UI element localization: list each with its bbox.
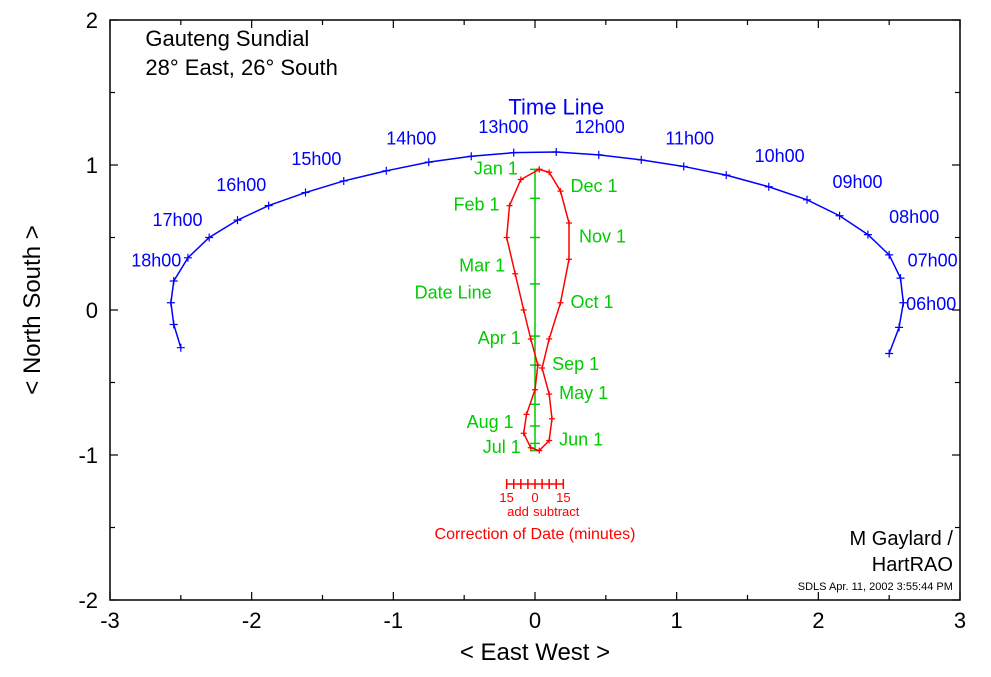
x-tick-label: 1 [671,608,683,633]
x-tick-label: 0 [529,608,541,633]
time-line-arc [171,152,903,354]
x-tick-label: 2 [812,608,824,633]
month-label: Sep 1 [552,354,599,374]
month-label: Feb 1 [453,195,499,215]
month-label: Oct 1 [571,292,614,312]
x-tick-label: -2 [242,608,262,633]
month-label: Apr 1 [478,328,521,348]
y-tick-label: 1 [86,153,98,178]
hour-label: 18h00 [131,251,181,271]
x-tick-label: 3 [954,608,966,633]
chart-title-1: Gauteng Sundial [145,26,309,51]
hour-label: 12h00 [575,117,625,137]
hour-label: 13h00 [478,117,528,137]
month-label: Jul 1 [483,437,521,457]
time-line-label: Time Line [508,94,604,119]
y-tick-label: 0 [86,298,98,323]
y-axis-title: < North South > [19,225,46,394]
hour-label: 15h00 [291,149,341,169]
correction-sublabel: subtract [533,504,580,519]
hour-label: 11h00 [665,129,714,149]
correction-title: Correction of Date (minutes) [435,526,636,543]
correction-sublabel: add [507,504,529,519]
hour-label: 06h00 [906,294,956,314]
sundial-chart: -3-2-10123-2-1012< East West >< North So… [0,0,991,677]
x-axis-title: < East West > [460,639,610,666]
month-label: Jun 1 [559,430,603,450]
date-line-label: Date Line [415,282,492,302]
timestamp: SDLS Apr. 11, 2002 3:55:44 PM [798,581,953,593]
month-label: Mar 1 [459,256,505,276]
x-tick-label: -3 [100,608,120,633]
x-tick-label: -1 [384,608,404,633]
hour-label: 10h00 [755,146,805,166]
month-label: Jan 1 [474,158,518,178]
analemma [507,169,569,450]
correction-tick-label: 0 [531,490,538,505]
y-tick-label: 2 [86,8,98,33]
hour-label: 14h00 [386,129,436,149]
credit-line: HartRAO [872,554,953,576]
y-tick-label: -1 [78,443,98,468]
hour-label: 16h00 [216,175,266,195]
y-tick-label: -2 [78,588,98,613]
correction-tick-label: 15 [556,490,570,505]
hour-label: 09h00 [833,172,883,192]
month-label: Aug 1 [467,412,514,432]
credit-line: M Gaylard / [850,528,954,550]
hour-label: 07h00 [908,251,958,271]
month-label: Dec 1 [571,176,618,196]
month-label: May 1 [559,383,608,403]
hour-label: 17h00 [153,210,203,230]
chart-title-2: 28° East, 26° South [145,55,338,80]
month-label: Nov 1 [579,227,626,247]
correction-tick-label: 15 [499,490,513,505]
hour-label: 08h00 [889,207,939,227]
